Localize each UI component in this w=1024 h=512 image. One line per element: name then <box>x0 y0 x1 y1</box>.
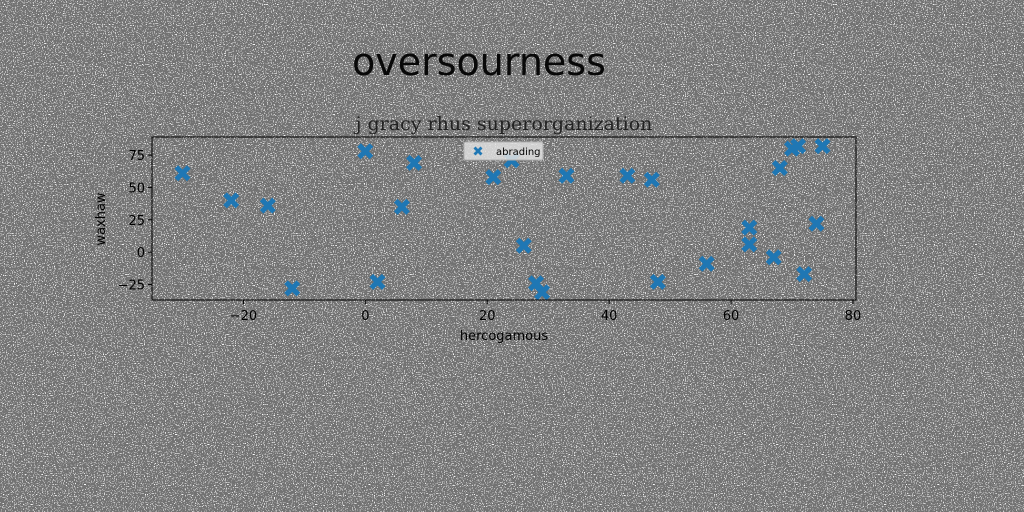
y-axis-label: waxhaw <box>94 192 109 245</box>
x-axis-label: hercogamous <box>460 329 548 344</box>
data-points <box>174 138 831 301</box>
y-tick-label: 50 <box>128 181 145 196</box>
y-tick-label: 0 <box>137 246 145 261</box>
data-point <box>765 249 782 266</box>
plot-area <box>152 137 856 300</box>
data-point <box>814 138 831 155</box>
data-point <box>357 143 374 160</box>
data-point <box>808 215 825 232</box>
legend-box <box>463 141 544 161</box>
legend-marker-icon <box>473 146 483 156</box>
data-point <box>558 167 575 184</box>
legend-label: abrading <box>496 147 541 158</box>
data-point <box>796 266 813 283</box>
data-point <box>393 198 410 215</box>
x-tick-label: 20 <box>479 309 496 324</box>
x-tick-label: 40 <box>601 309 618 324</box>
plot-frame <box>151 136 857 301</box>
x-tick-label: 0 <box>361 309 369 324</box>
data-point <box>406 154 423 171</box>
x-tick-label: −20 <box>230 309 257 324</box>
legend: abrading <box>463 141 544 161</box>
data-point <box>790 138 807 155</box>
data-point <box>284 280 301 297</box>
data-point <box>534 284 551 301</box>
legend-marker-shape <box>473 146 483 156</box>
data-point <box>649 273 666 290</box>
x-tick-label: 60 <box>723 309 740 324</box>
data-point <box>369 273 386 290</box>
data-point <box>771 160 788 176</box>
data-point <box>174 165 191 182</box>
data-point <box>515 237 532 254</box>
x-tick-label: 80 <box>845 309 862 324</box>
data-point <box>741 236 758 253</box>
chart-title: j gracy rhus superorganization <box>354 113 653 135</box>
y-tick-label: 75 <box>128 149 145 164</box>
data-point <box>741 219 758 236</box>
data-point <box>643 171 660 188</box>
data-point <box>259 197 276 214</box>
data-point <box>485 169 502 186</box>
data-point <box>698 255 715 272</box>
axis-ticks: −20 0 20 40 60 80 −25 0 25 50 75 <box>118 149 862 324</box>
y-tick-label: −25 <box>118 278 145 293</box>
data-point <box>619 167 636 184</box>
data-point <box>223 192 240 209</box>
y-tick-label: 25 <box>128 214 145 229</box>
